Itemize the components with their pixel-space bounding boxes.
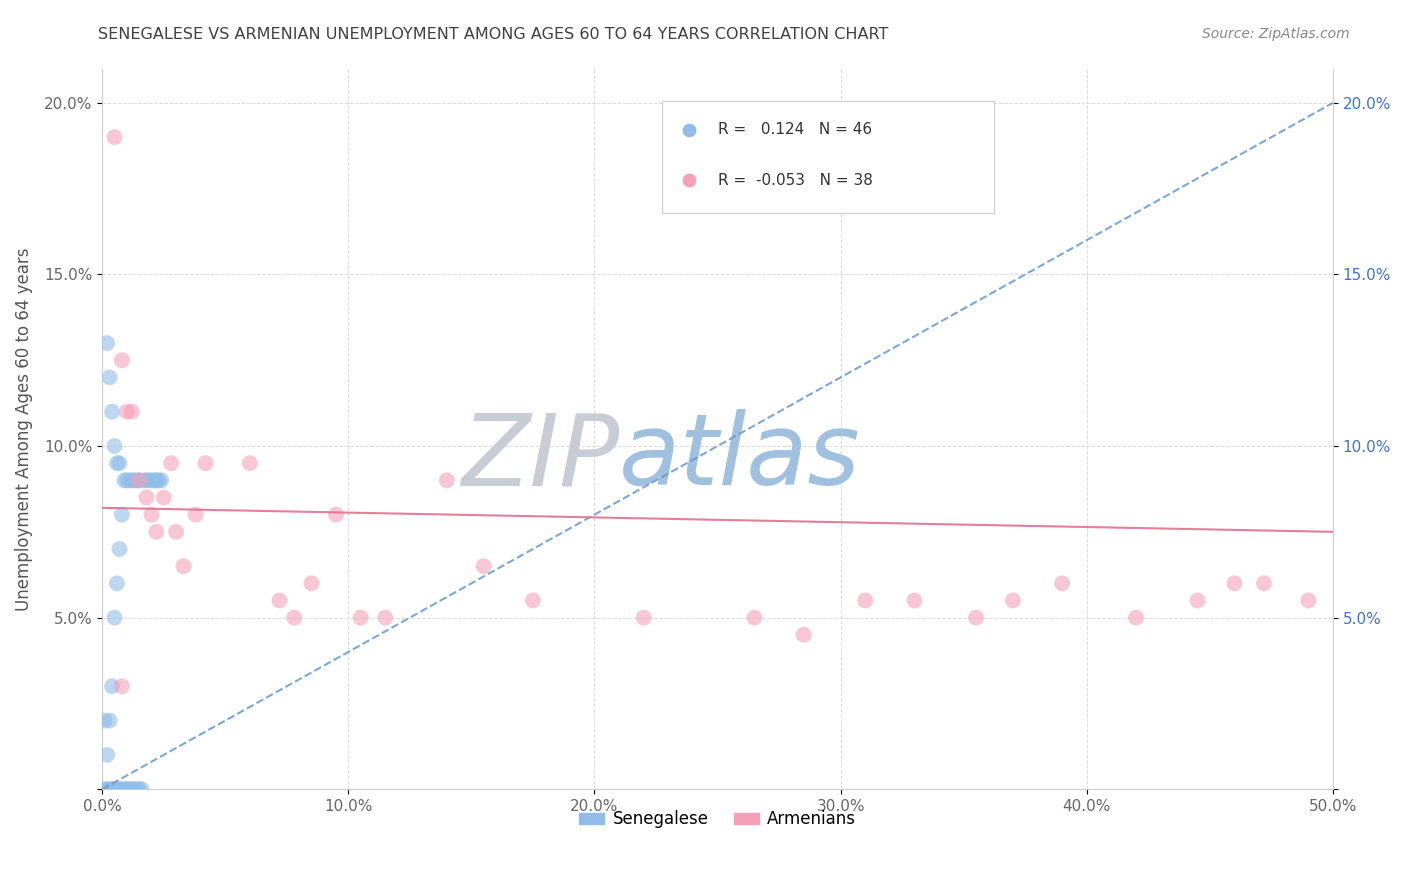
Point xyxy=(121,405,143,419)
Point xyxy=(98,782,121,797)
Point xyxy=(108,456,131,470)
Point xyxy=(1187,593,1209,607)
Point xyxy=(105,782,128,797)
Text: SENEGALESE VS ARMENIAN UNEMPLOYMENT AMONG AGES 60 TO 64 YEARS CORRELATION CHART: SENEGALESE VS ARMENIAN UNEMPLOYMENT AMON… xyxy=(98,27,889,42)
Point xyxy=(1223,576,1246,591)
Point xyxy=(135,474,157,488)
Point xyxy=(325,508,347,522)
Point xyxy=(350,610,373,624)
Point xyxy=(111,782,134,797)
Point xyxy=(374,610,396,624)
Point xyxy=(131,782,153,797)
Point xyxy=(633,610,655,624)
Point xyxy=(1253,576,1275,591)
Point xyxy=(128,474,150,488)
Point xyxy=(1298,593,1320,607)
Point xyxy=(108,541,131,556)
Point xyxy=(145,524,167,539)
Point xyxy=(1125,610,1147,624)
Point xyxy=(165,524,187,539)
Point xyxy=(150,474,173,488)
Point xyxy=(98,370,121,384)
Point xyxy=(118,782,141,797)
Point xyxy=(472,559,495,574)
Point xyxy=(172,559,194,574)
Point xyxy=(115,405,138,419)
Point xyxy=(269,593,291,607)
Point xyxy=(132,474,155,488)
Point xyxy=(142,474,165,488)
Point xyxy=(103,130,125,145)
Point xyxy=(283,610,305,624)
Point xyxy=(111,508,134,522)
Point xyxy=(111,353,134,368)
Point xyxy=(148,474,170,488)
Point xyxy=(115,474,138,488)
Text: Source: ZipAtlas.com: Source: ZipAtlas.com xyxy=(1202,27,1350,41)
Point xyxy=(121,474,143,488)
Point xyxy=(125,782,148,797)
Point xyxy=(965,610,987,624)
Point xyxy=(112,474,135,488)
Point xyxy=(101,405,124,419)
FancyBboxPatch shape xyxy=(662,101,994,212)
Point xyxy=(118,474,141,488)
Point xyxy=(436,474,458,488)
Point xyxy=(1001,593,1024,607)
Point xyxy=(105,576,128,591)
Point xyxy=(135,491,157,505)
Text: atlas: atlas xyxy=(619,409,860,506)
Point xyxy=(98,714,121,728)
Text: ZIP: ZIP xyxy=(461,409,619,506)
Point xyxy=(903,593,925,607)
Point xyxy=(239,456,262,470)
Point xyxy=(108,782,131,797)
Point xyxy=(853,593,876,607)
Point xyxy=(184,508,207,522)
Point xyxy=(128,782,150,797)
Point xyxy=(141,474,163,488)
Point xyxy=(111,679,134,693)
Point xyxy=(145,474,167,488)
Point xyxy=(128,474,150,488)
Point xyxy=(103,782,125,797)
Point xyxy=(115,782,138,797)
Point xyxy=(141,508,163,522)
Point xyxy=(1050,576,1073,591)
Text: R =  -0.053   N = 38: R = -0.053 N = 38 xyxy=(717,173,873,187)
Point xyxy=(194,456,217,470)
Point xyxy=(105,456,128,470)
Point xyxy=(152,491,174,505)
Point xyxy=(103,610,125,624)
Point xyxy=(121,782,143,797)
Point xyxy=(522,593,544,607)
Point xyxy=(138,474,160,488)
Point xyxy=(793,628,815,642)
Point xyxy=(101,782,124,797)
Point xyxy=(96,782,118,797)
Legend: Senegalese, Armenians: Senegalese, Armenians xyxy=(572,804,862,835)
Point xyxy=(112,782,135,797)
Point xyxy=(122,474,145,488)
Point xyxy=(122,782,145,797)
Point xyxy=(160,456,183,470)
Point xyxy=(125,474,148,488)
Point xyxy=(96,336,118,351)
Point xyxy=(93,782,115,797)
Text: R =   0.124   N = 46: R = 0.124 N = 46 xyxy=(717,122,872,137)
Point xyxy=(299,576,322,591)
Point xyxy=(101,679,124,693)
Point xyxy=(103,439,125,453)
Point xyxy=(744,610,766,624)
Point xyxy=(93,714,115,728)
Point xyxy=(145,474,167,488)
Y-axis label: Unemployment Among Ages 60 to 64 years: Unemployment Among Ages 60 to 64 years xyxy=(15,247,32,611)
Point xyxy=(96,747,118,762)
